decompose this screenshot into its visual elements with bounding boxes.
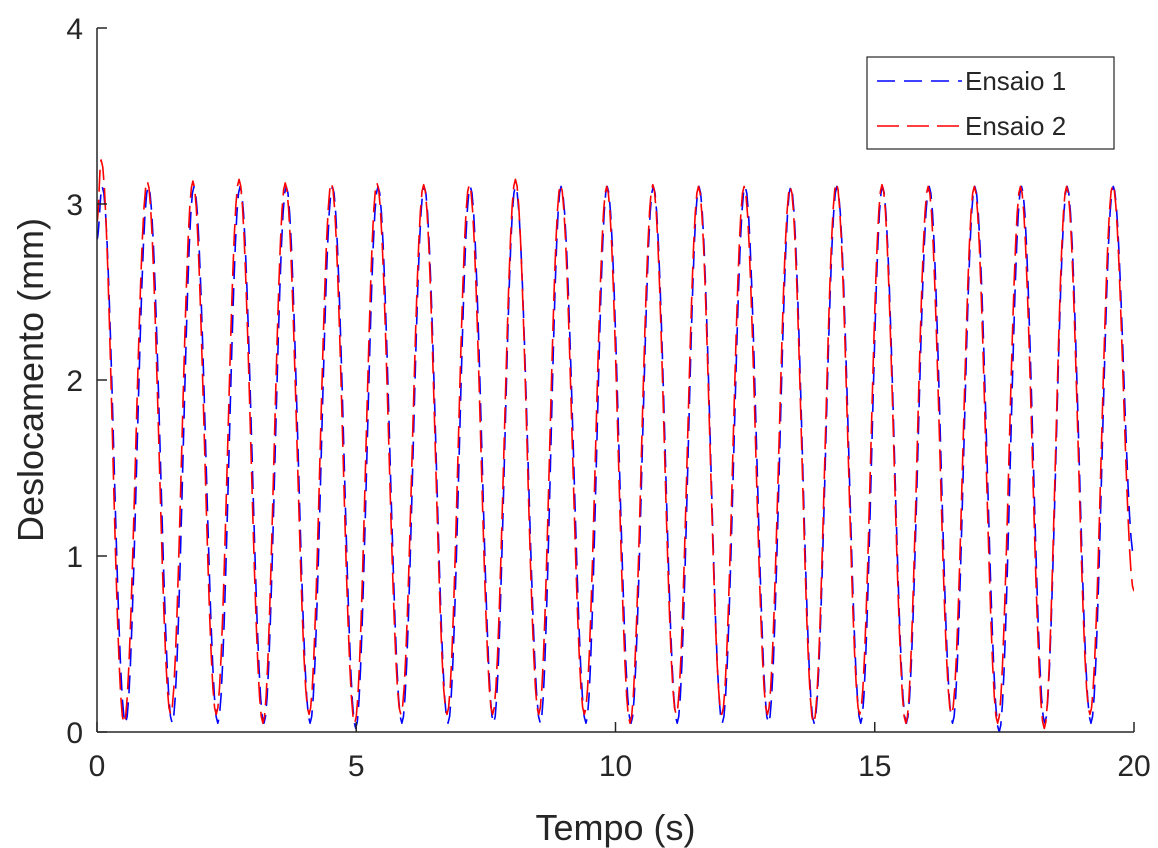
x-tick-label: 10: [599, 750, 632, 783]
legend: Ensaio 1 Ensaio 2: [866, 56, 1115, 150]
y-tick-label: 0: [66, 717, 83, 750]
y-axis-label: Deslocamento (mm): [10, 218, 51, 542]
y-tick-label: 4: [66, 13, 83, 46]
legend-label-1: Ensaio 1: [965, 66, 1066, 96]
y-tick-label: 3: [66, 189, 83, 222]
axes-layer: 0 5 10 15 20 0 1 2 3 4 Tempo (s) Deslocamento (mm): [10, 13, 1151, 848]
legend-box: [866, 56, 1115, 150]
series-layer: [97, 159, 1134, 732]
y-tick-label: 2: [66, 365, 83, 398]
x-tick-label: 0: [89, 750, 106, 783]
series-line-2: [97, 159, 1134, 730]
x-axis-label: Tempo (s): [535, 807, 695, 848]
legend-label-2: Ensaio 2: [965, 111, 1066, 141]
y-tick-label: 1: [66, 541, 83, 574]
x-tick-label: 15: [858, 750, 891, 783]
x-tick-label: 20: [1117, 750, 1150, 783]
series-line-1: [97, 185, 1134, 732]
x-tick-label: 5: [348, 750, 365, 783]
